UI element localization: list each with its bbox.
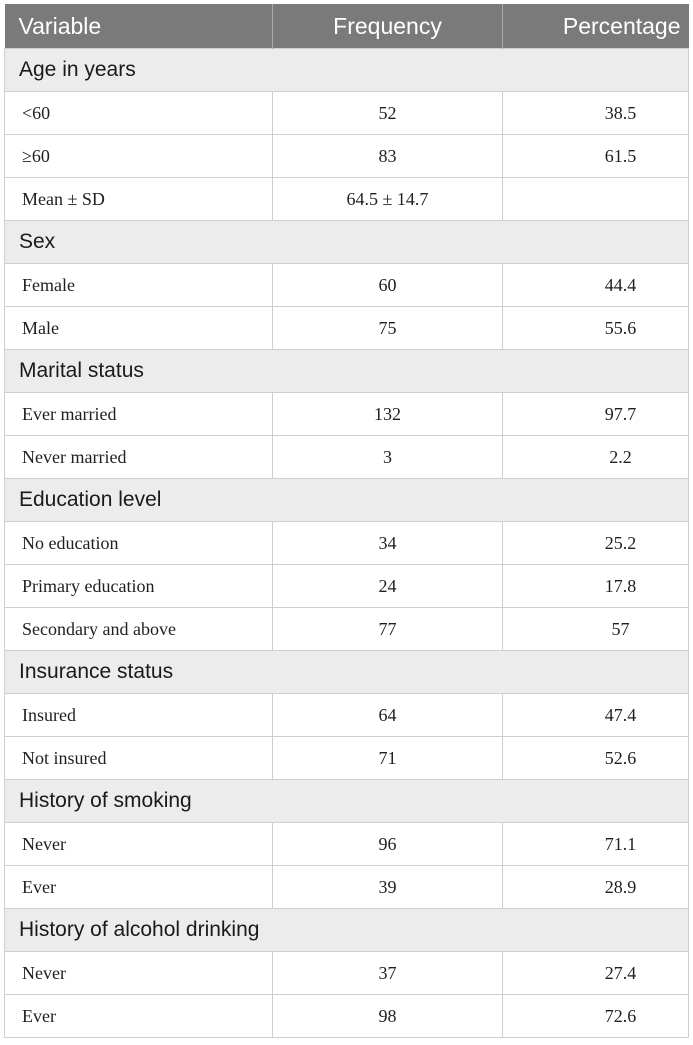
- row-label-cell: Female: [4, 263, 273, 307]
- frequency-cell: 34: [272, 521, 503, 565]
- percentage-cell: 28.9: [502, 865, 689, 909]
- table-body: Age in years <60 52 38.5 ≥60 83 61.5 Mean ± SD 6…: [4, 48, 689, 1038]
- group-row: Education level: [4, 478, 689, 522]
- table-row: Never married 3 2.2: [4, 435, 689, 479]
- percentage-cell: 25.2: [502, 521, 689, 565]
- header-row: Variable Frequency Percentage: [4, 4, 689, 49]
- table-row: Primary education 24 17.8: [4, 564, 689, 608]
- frequency-cell: 132: [272, 392, 503, 436]
- percentage-cell: 71.1: [502, 822, 689, 866]
- frequency-cell: 39: [272, 865, 503, 909]
- percentage-cell: 57: [502, 607, 689, 651]
- row-label-cell: Male: [4, 306, 273, 350]
- frequency-cell: 3: [272, 435, 503, 479]
- row-label-cell: Primary education: [4, 564, 273, 608]
- group-title: Education level: [4, 478, 689, 522]
- row-label-cell: Mean ± SD: [4, 177, 273, 221]
- group-row: History of smoking: [4, 779, 689, 823]
- percentage-cell: 52.6: [502, 736, 689, 780]
- table-header: Variable Frequency Percentage: [4, 4, 689, 49]
- frequency-cell: 83: [272, 134, 503, 178]
- table-row: Never 96 71.1: [4, 822, 689, 866]
- table-row: Ever married 132 97.7: [4, 392, 689, 436]
- row-label-cell: Ever married: [4, 392, 273, 436]
- row-label-cell: <60: [4, 91, 273, 135]
- frequency-cell: 64.5 ± 14.7: [272, 177, 503, 221]
- percentage-cell: 17.8: [502, 564, 689, 608]
- frequency-cell: 98: [272, 994, 503, 1038]
- header-percentage: Percentage: [502, 4, 689, 49]
- frequency-cell: 77: [272, 607, 503, 651]
- percentage-cell: 55.6: [502, 306, 689, 350]
- table-row: <60 52 38.5: [4, 91, 689, 135]
- row-label-cell: Never: [4, 951, 273, 995]
- group-row: Marital status: [4, 349, 689, 393]
- group-title: Sex: [4, 220, 689, 264]
- frequency-cell: 37: [272, 951, 503, 995]
- frequency-cell: 52: [272, 91, 503, 135]
- row-label-cell: Insured: [4, 693, 273, 737]
- group-title: Marital status: [4, 349, 689, 393]
- frequency-cell: 24: [272, 564, 503, 608]
- group-title: Insurance status: [4, 650, 689, 694]
- row-label-cell: Ever: [4, 865, 273, 909]
- header-frequency: Frequency: [272, 4, 503, 49]
- frequency-cell: 96: [272, 822, 503, 866]
- frequency-cell: 75: [272, 306, 503, 350]
- group-row: Sex: [4, 220, 689, 264]
- row-label-cell: Never married: [4, 435, 273, 479]
- data-table: Variable Frequency Percentage Age in yea…: [4, 4, 689, 1038]
- row-label-cell: No education: [4, 521, 273, 565]
- group-title: Age in years: [4, 48, 689, 92]
- frequency-cell: 64: [272, 693, 503, 737]
- group-row: Insurance status: [4, 650, 689, 694]
- table-row: Ever 39 28.9: [4, 865, 689, 909]
- table-row: Mean ± SD 64.5 ± 14.7: [4, 177, 689, 221]
- row-label-cell: Never: [4, 822, 273, 866]
- table-row: Secondary and above 77 57: [4, 607, 689, 651]
- frequency-cell: 71: [272, 736, 503, 780]
- percentage-cell: 2.2: [502, 435, 689, 479]
- group-title: History of alcohol drinking: [4, 908, 689, 952]
- percentage-cell: 97.7: [502, 392, 689, 436]
- table-row: Not insured 71 52.6: [4, 736, 689, 780]
- percentage-cell: 72.6: [502, 994, 689, 1038]
- percentage-cell: 47.4: [502, 693, 689, 737]
- row-label-cell: ≥60: [4, 134, 273, 178]
- table-row: Ever 98 72.6: [4, 994, 689, 1038]
- percentage-cell: 27.4: [502, 951, 689, 995]
- group-title: History of smoking: [4, 779, 689, 823]
- table-row: Female 60 44.4: [4, 263, 689, 307]
- row-label-cell: Secondary and above: [4, 607, 273, 651]
- frequency-cell: 60: [272, 263, 503, 307]
- table-row: No education 34 25.2: [4, 521, 689, 565]
- percentage-cell: 38.5: [502, 91, 689, 135]
- row-label-cell: Not insured: [4, 736, 273, 780]
- table-row: Male 75 55.6: [4, 306, 689, 350]
- group-row: Age in years: [4, 48, 689, 92]
- table-row: Never 37 27.4: [4, 951, 689, 995]
- table-row: Insured 64 47.4: [4, 693, 689, 737]
- table-row: ≥60 83 61.5: [4, 134, 689, 178]
- row-label-cell: Ever: [4, 994, 273, 1038]
- percentage-cell: 61.5: [502, 134, 689, 178]
- header-variable: Variable: [4, 4, 273, 49]
- percentage-cell: [502, 177, 689, 221]
- percentage-cell: 44.4: [502, 263, 689, 307]
- group-row: History of alcohol drinking: [4, 908, 689, 952]
